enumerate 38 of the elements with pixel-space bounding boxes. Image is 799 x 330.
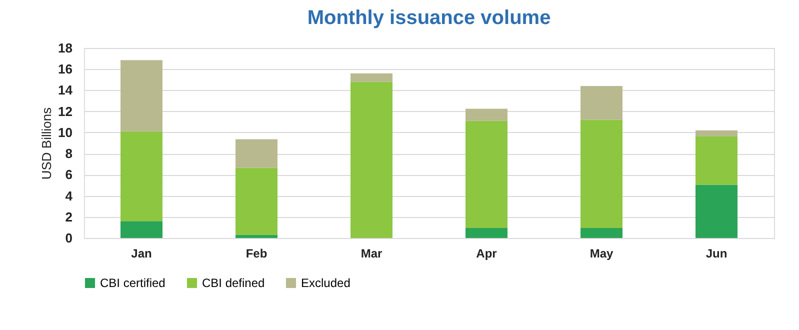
x-tick-label: Jun	[706, 246, 728, 260]
bar	[120, 131, 162, 222]
bar	[466, 120, 508, 228]
chart-title: Monthly issuance volume	[307, 7, 551, 29]
y-tick-label: 10	[58, 124, 72, 140]
bar	[696, 136, 738, 185]
y-tick-label: 18	[58, 40, 72, 56]
legend-label: CBI certified	[100, 276, 166, 290]
bar	[236, 139, 278, 168]
bar	[696, 184, 738, 238]
bar	[120, 221, 162, 238]
bar	[350, 82, 392, 238]
x-tick-label: Mar	[360, 246, 382, 260]
bar	[466, 228, 508, 238]
bar	[580, 228, 622, 238]
x-tick-label: Jan	[131, 246, 152, 260]
y-axis-title: USD Billions	[39, 106, 54, 180]
bar	[236, 168, 278, 235]
bar	[466, 108, 508, 121]
y-tick-label: 12	[58, 104, 72, 119]
bar	[236, 234, 278, 238]
legend-label: Excluded	[301, 276, 350, 290]
x-tick-label: Apr	[476, 246, 498, 260]
x-tick-label: Feb	[246, 246, 268, 260]
y-tick-label: 6	[65, 167, 72, 182]
y-tick-label: 2	[65, 209, 72, 224]
legend-label: CBI defined	[202, 276, 265, 290]
y-tick-label: 8	[65, 146, 72, 162]
bar	[580, 86, 622, 120]
bar	[120, 60, 162, 132]
y-tick-label: 4	[65, 188, 74, 204]
bar	[696, 130, 738, 136]
bar	[350, 73, 392, 82]
y-tick-label: 16	[58, 62, 72, 77]
x-tick-label: May	[590, 246, 614, 260]
y-tick-label: 0	[65, 230, 72, 246]
bar	[580, 120, 622, 228]
y-tick-label: 14	[58, 82, 74, 98]
